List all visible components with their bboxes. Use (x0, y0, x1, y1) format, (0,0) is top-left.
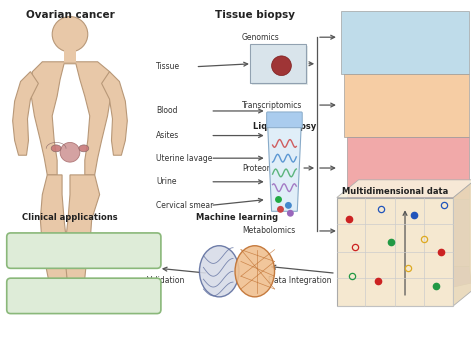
Text: Insights into pathogenesis: Insights into pathogenesis (21, 292, 147, 301)
Polygon shape (350, 199, 469, 266)
Ellipse shape (51, 145, 61, 152)
Polygon shape (337, 180, 474, 197)
Text: Machine learning: Machine learning (196, 213, 278, 222)
FancyBboxPatch shape (252, 46, 308, 86)
Text: Urine: Urine (156, 177, 176, 186)
Text: Tissue biopsy: Tissue biopsy (215, 9, 295, 20)
Text: Metabolomics: Metabolomics (242, 226, 295, 236)
Polygon shape (101, 72, 128, 155)
Text: Multidimensional data: Multidimensional data (342, 187, 448, 196)
Polygon shape (454, 180, 474, 306)
Text: Tissue: Tissue (156, 62, 180, 71)
FancyBboxPatch shape (267, 112, 302, 128)
Circle shape (52, 17, 88, 52)
Text: Biomarker development: Biomarker development (27, 247, 141, 256)
Text: Clinical applications: Clinical applications (22, 213, 118, 222)
Circle shape (60, 142, 80, 162)
Polygon shape (346, 137, 469, 199)
FancyBboxPatch shape (250, 44, 306, 83)
Polygon shape (13, 72, 38, 155)
FancyBboxPatch shape (64, 50, 76, 62)
Circle shape (285, 202, 292, 209)
Text: Blood: Blood (156, 106, 177, 116)
Ellipse shape (79, 145, 89, 152)
Circle shape (275, 196, 282, 203)
Text: Proteomics: Proteomics (242, 164, 284, 172)
Text: Liquid biopsy: Liquid biopsy (253, 122, 316, 131)
Ellipse shape (235, 246, 274, 297)
FancyBboxPatch shape (7, 278, 161, 314)
Text: Transcriptomics: Transcriptomics (242, 101, 302, 110)
Polygon shape (40, 175, 68, 308)
Polygon shape (30, 62, 111, 175)
Circle shape (277, 206, 284, 213)
Text: Ovarian cancer: Ovarian cancer (26, 9, 114, 20)
Polygon shape (344, 74, 469, 137)
Text: Genomics: Genomics (242, 33, 280, 42)
Polygon shape (268, 125, 301, 211)
FancyBboxPatch shape (337, 197, 454, 306)
Text: Asites: Asites (156, 131, 179, 140)
Polygon shape (353, 266, 471, 298)
Circle shape (287, 210, 294, 217)
Text: Data Integration: Data Integration (267, 276, 331, 285)
Ellipse shape (200, 246, 239, 297)
Text: Cervical smear: Cervical smear (156, 201, 213, 210)
Polygon shape (65, 175, 100, 308)
FancyBboxPatch shape (7, 233, 161, 268)
Text: Validation: Validation (146, 276, 185, 285)
Polygon shape (341, 10, 469, 74)
Circle shape (272, 56, 292, 76)
Text: Uterine lavage: Uterine lavage (156, 154, 212, 163)
